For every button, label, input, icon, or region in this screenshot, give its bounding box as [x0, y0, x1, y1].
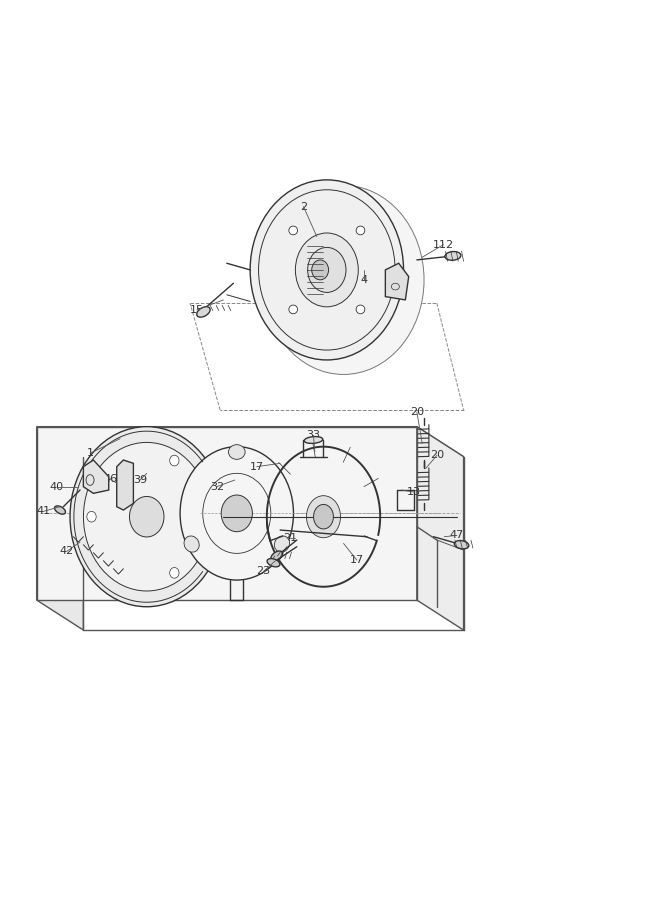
Ellipse shape: [70, 427, 223, 607]
Polygon shape: [37, 427, 83, 630]
Text: 47: 47: [450, 530, 464, 540]
Polygon shape: [37, 427, 464, 456]
Ellipse shape: [221, 495, 252, 532]
Polygon shape: [417, 427, 464, 630]
Ellipse shape: [271, 551, 283, 561]
Ellipse shape: [311, 260, 329, 280]
Ellipse shape: [169, 455, 179, 466]
Ellipse shape: [267, 559, 280, 567]
Polygon shape: [37, 427, 417, 600]
Text: 17: 17: [350, 555, 364, 565]
Ellipse shape: [169, 568, 179, 578]
Text: 20: 20: [430, 450, 444, 460]
Text: 15: 15: [190, 305, 203, 315]
Text: 21: 21: [283, 533, 297, 543]
Text: 112: 112: [433, 239, 454, 249]
Text: 23: 23: [256, 566, 271, 576]
Ellipse shape: [313, 504, 334, 529]
Ellipse shape: [55, 506, 65, 514]
Text: 46: 46: [103, 473, 117, 483]
Ellipse shape: [306, 496, 341, 537]
Ellipse shape: [228, 445, 245, 459]
Text: 42: 42: [59, 546, 74, 556]
Polygon shape: [117, 460, 133, 510]
Ellipse shape: [307, 248, 346, 292]
Ellipse shape: [184, 536, 199, 552]
Ellipse shape: [263, 185, 424, 374]
Text: 32: 32: [209, 482, 224, 491]
Ellipse shape: [274, 536, 289, 552]
Ellipse shape: [83, 443, 210, 591]
Ellipse shape: [197, 307, 210, 317]
Ellipse shape: [356, 305, 365, 314]
Text: 41: 41: [36, 507, 51, 517]
Ellipse shape: [289, 226, 297, 235]
Text: 40: 40: [49, 482, 64, 491]
Text: 2: 2: [300, 202, 307, 211]
Text: 17: 17: [249, 462, 264, 472]
Ellipse shape: [289, 305, 297, 314]
Ellipse shape: [180, 446, 293, 580]
Text: 1: 1: [87, 448, 93, 458]
Ellipse shape: [356, 226, 365, 235]
Ellipse shape: [87, 511, 96, 522]
Text: 20: 20: [410, 407, 424, 417]
Text: 4: 4: [360, 274, 367, 285]
Ellipse shape: [129, 497, 164, 537]
Polygon shape: [83, 460, 109, 493]
Text: 39: 39: [133, 475, 147, 485]
Ellipse shape: [304, 436, 323, 444]
Ellipse shape: [250, 180, 404, 360]
Ellipse shape: [445, 251, 461, 260]
Text: 33: 33: [307, 430, 320, 440]
Text: 13: 13: [407, 487, 420, 497]
Ellipse shape: [454, 541, 469, 549]
Polygon shape: [386, 263, 409, 300]
Ellipse shape: [295, 233, 358, 307]
